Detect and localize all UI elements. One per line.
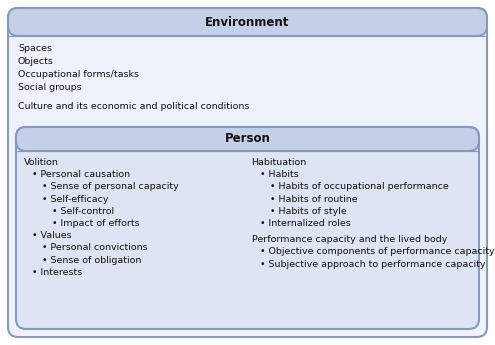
Text: • Sense of obligation: • Sense of obligation <box>42 256 142 265</box>
Text: • Subjective approach to performance capacity: • Subjective approach to performance cap… <box>259 259 485 269</box>
Text: Objects: Objects <box>18 57 54 66</box>
Text: • Sense of personal capacity: • Sense of personal capacity <box>42 183 179 191</box>
Text: • Internalized roles: • Internalized roles <box>259 219 350 228</box>
Text: • Values: • Values <box>32 231 72 240</box>
Text: Habituation: Habituation <box>251 158 307 167</box>
PathPatch shape <box>8 8 487 36</box>
Text: • Habits: • Habits <box>259 170 298 179</box>
PathPatch shape <box>16 127 479 329</box>
Text: Culture and its economic and political conditions: Culture and its economic and political c… <box>18 102 249 111</box>
Text: Performance capacity and the lived body: Performance capacity and the lived body <box>251 235 447 244</box>
Text: Spaces: Spaces <box>18 44 52 53</box>
PathPatch shape <box>16 127 479 151</box>
Text: • Habits of occupational performance: • Habits of occupational performance <box>269 183 448 191</box>
Text: • Personal causation: • Personal causation <box>32 170 130 179</box>
PathPatch shape <box>8 8 487 337</box>
Text: • Personal convictions: • Personal convictions <box>42 244 148 253</box>
Text: • Objective components of performance capacity: • Objective components of performance ca… <box>259 247 494 256</box>
Text: • Impact of efforts: • Impact of efforts <box>52 219 140 228</box>
Text: • Self-efficacy: • Self-efficacy <box>42 195 108 204</box>
Text: • Habits of style: • Habits of style <box>269 207 346 216</box>
Text: • Self-control: • Self-control <box>52 207 114 216</box>
Text: Volition: Volition <box>24 158 59 167</box>
Text: • Interests: • Interests <box>32 268 82 277</box>
Text: Social groups: Social groups <box>18 83 82 92</box>
Text: • Habits of routine: • Habits of routine <box>269 195 357 204</box>
Text: Occupational forms/tasks: Occupational forms/tasks <box>18 70 139 79</box>
Text: Environment: Environment <box>205 16 290 29</box>
Text: Person: Person <box>225 132 270 146</box>
